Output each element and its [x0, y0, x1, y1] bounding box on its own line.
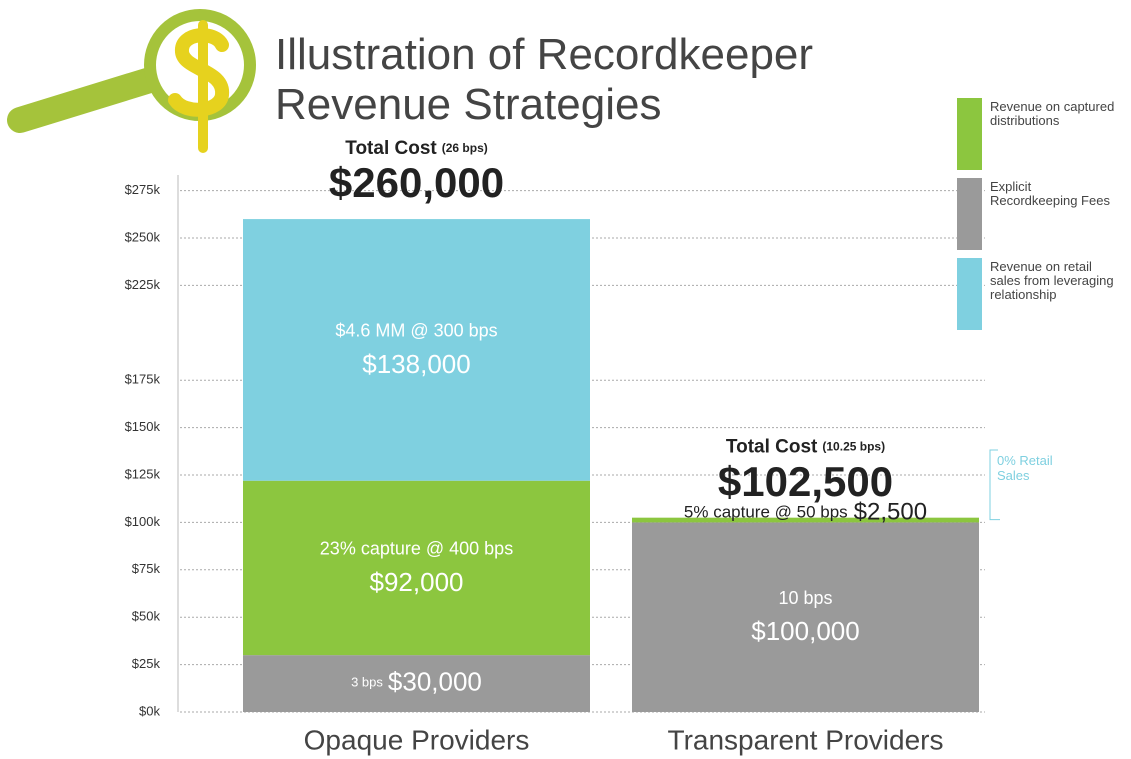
- y-tick-label: $100k: [125, 514, 161, 529]
- y-tick-label: $250k: [125, 229, 161, 244]
- segment-label: 5% capture @ 50 bps $2,500: [684, 499, 927, 526]
- segment-note: $4.6 MM @ 300 bps: [335, 321, 497, 341]
- bar-segment: [632, 522, 979, 712]
- callout-bracket: [989, 449, 1000, 521]
- callout-label: 0% Retail Sales: [997, 453, 1053, 483]
- segment-value: $30,000: [388, 666, 482, 696]
- legend-swatch: [957, 98, 982, 170]
- y-tick-label: $25k: [132, 656, 161, 671]
- x-tick-label: Opaque Providers: [304, 724, 530, 755]
- segment-label: 3 bps $30,000: [351, 666, 482, 696]
- y-tick-label: $175k: [125, 372, 161, 387]
- y-tick-label: $275k: [125, 182, 161, 197]
- segment-value: $2,500: [854, 499, 927, 526]
- segment-note: 3 bps: [351, 675, 383, 690]
- total-bps: (10.25 bps): [822, 440, 885, 454]
- total-value: $260,000: [329, 159, 504, 206]
- total-value: $102,500: [718, 458, 893, 505]
- segment-note: 10 bps: [778, 588, 832, 608]
- y-tick-label: $150k: [125, 419, 161, 434]
- chart-title: Illustration of Recordkeeper Revenue Str…: [275, 30, 814, 129]
- bar-segment: [243, 219, 590, 481]
- segment-note: 5% capture @ 50 bps: [684, 503, 848, 522]
- y-tick-label: $75k: [132, 561, 161, 576]
- total-caption: Total Cost (26 bps): [345, 138, 488, 159]
- y-tick-label: $50k: [132, 609, 161, 624]
- segment-value: $138,000: [362, 349, 470, 379]
- segment-value: $100,000: [751, 616, 859, 646]
- bar-segment: [243, 655, 590, 712]
- legend-swatch: [957, 178, 982, 250]
- legend-label: Revenue on retail sales from leveraging …: [990, 259, 1114, 302]
- bar-segment: [243, 480, 590, 656]
- y-tick-label: $0k: [139, 703, 160, 718]
- total-caption-text: Total Cost: [345, 138, 437, 159]
- total-caption-text: Total Cost: [726, 437, 818, 458]
- legend-swatch: [957, 258, 982, 330]
- segment-value: $92,000: [370, 567, 464, 597]
- legend-label: Revenue on captured distributions: [990, 99, 1115, 128]
- magnifier-icon: [7, 9, 256, 153]
- y-tick-label: $225k: [125, 277, 161, 292]
- legend-label: Explicit Recordkeeping Fees: [990, 179, 1110, 208]
- total-bps: (26 bps): [442, 141, 488, 155]
- y-tick-label: $125k: [125, 466, 161, 481]
- x-tick-label: Transparent Providers: [668, 724, 944, 755]
- total-caption: Total Cost (10.25 bps): [726, 437, 885, 458]
- bar-segment: [632, 517, 979, 523]
- segment-note: 23% capture @ 400 bps: [320, 539, 513, 559]
